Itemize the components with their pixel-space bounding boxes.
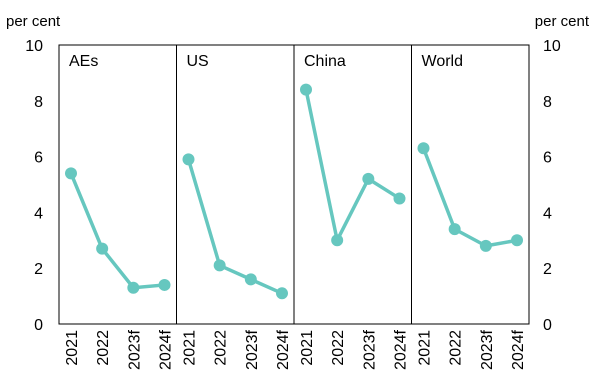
x-tick-label: 2022 xyxy=(95,330,112,366)
x-tick-label: 2024f xyxy=(393,329,410,370)
series-line xyxy=(186,158,283,295)
panel-us: US 2021 2022 2023f 2024f xyxy=(176,45,292,370)
data-point xyxy=(511,234,523,247)
data-point xyxy=(393,192,406,205)
x-tick-label: 2022 xyxy=(330,330,347,366)
panel-title: AEs xyxy=(69,53,98,70)
y-tick-label-left: 0 xyxy=(34,317,43,334)
x-tick-label: 2023f xyxy=(126,329,143,370)
data-point xyxy=(300,83,312,96)
data-point xyxy=(182,153,195,166)
y-tick-label-right: 4 xyxy=(543,205,552,222)
y-tick-label-right: 8 xyxy=(543,94,552,111)
y-axis-left: 0 2 4 6 8 10 xyxy=(25,38,43,334)
y-tick-label-right: 2 xyxy=(543,261,552,278)
x-tick-label: 2021 xyxy=(299,330,316,366)
panel-title: US xyxy=(187,53,209,70)
x-tick-label: 2022 xyxy=(213,330,230,366)
chart-panels: AEs 2021 2022 2023f 2024f US 2021 2022 2023f 2024… xyxy=(64,45,527,370)
x-tick-label: 2024f xyxy=(510,329,527,370)
y-tick-label-left: 6 xyxy=(34,150,43,167)
data-point xyxy=(158,278,171,291)
y-tick-label-left: 2 xyxy=(34,261,43,278)
x-tick-label: 2024f xyxy=(275,329,292,370)
x-tick-label: 2021 xyxy=(417,330,434,366)
y-tick-label-left: 4 xyxy=(34,205,43,222)
series-line xyxy=(304,89,401,243)
y-tick-label-left: 10 xyxy=(25,38,43,55)
data-point xyxy=(276,287,288,300)
data-point xyxy=(213,259,226,272)
x-tick-label: 2022 xyxy=(448,330,465,366)
plot-frame xyxy=(58,44,530,325)
x-tick-label: 2024f xyxy=(158,329,175,370)
y-axis-unit-right: per cent xyxy=(535,13,590,30)
panel-world: World 2021 2022 2023f 2024f xyxy=(411,45,527,370)
panel-china: China 2021 2022 2023f 2024f xyxy=(293,45,410,370)
y-axis-unit-left: per cent xyxy=(6,13,61,30)
y-axis-right: 0 2 4 6 8 10 xyxy=(543,38,561,334)
data-point xyxy=(244,273,257,286)
x-tick-label: 2023f xyxy=(244,329,261,370)
data-point xyxy=(362,172,375,185)
x-tick-label: 2023f xyxy=(361,329,378,370)
panel-aes: AEs 2021 2022 2023f 2024f xyxy=(64,53,175,370)
y-tick-label-right: 10 xyxy=(543,38,561,55)
data-point xyxy=(479,239,492,252)
y-tick-label-right: 0 xyxy=(543,317,552,334)
data-point xyxy=(96,242,109,255)
data-point xyxy=(127,281,140,294)
data-point xyxy=(417,142,430,155)
data-point xyxy=(65,167,77,180)
panel-title: World xyxy=(422,53,464,70)
panel-title: China xyxy=(304,53,346,70)
x-tick-label: 2023f xyxy=(479,329,496,370)
y-tick-label-right: 6 xyxy=(543,150,552,167)
data-point xyxy=(448,223,461,236)
y-tick-label-left: 8 xyxy=(34,94,43,111)
series-line xyxy=(69,172,165,290)
x-tick-label: 2021 xyxy=(64,330,81,366)
data-point xyxy=(331,234,344,247)
series-line xyxy=(421,147,518,248)
x-tick-label: 2021 xyxy=(182,330,199,366)
